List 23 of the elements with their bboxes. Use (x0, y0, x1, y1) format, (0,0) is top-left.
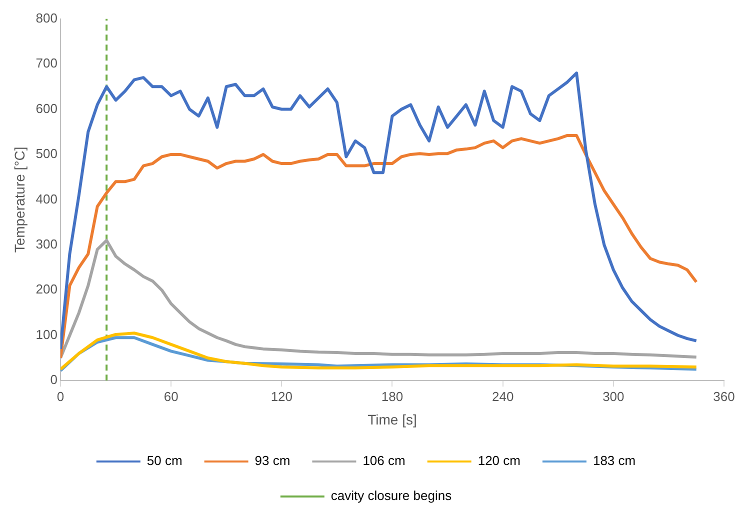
x-tick-label: 180 (381, 388, 404, 404)
x-axis-title: Time [s] (368, 411, 417, 428)
y-tick-label: 800 (36, 10, 58, 26)
x-tick-label: 120 (270, 388, 293, 404)
y-tick-label: 700 (36, 56, 58, 71)
x-tick-label: 360 (713, 388, 735, 404)
x-tick-label: 300 (602, 388, 624, 404)
legend-label: 120 cm (478, 453, 520, 468)
y-tick-label: 400 (36, 191, 58, 206)
legend-label: 93 cm (254, 453, 290, 468)
y-tick-label: 100 (36, 326, 58, 342)
legend-label: cavity closure begins (330, 488, 452, 504)
x-tick-label: 60 (164, 388, 178, 404)
y-tick-label: 200 (36, 282, 58, 297)
y-tick-label: 600 (36, 100, 58, 116)
legend-label: 50 cm (146, 453, 182, 468)
legend-label: 183 cm (592, 453, 636, 468)
y-axis-title: Temperature [°C] (11, 146, 28, 253)
x-tick-label: 240 (492, 388, 514, 404)
y-tick-label: 0 (50, 372, 58, 388)
legend-label: 106 cm (362, 453, 406, 468)
y-tick-label: 300 (36, 236, 58, 252)
y-tick-label: 500 (36, 146, 58, 162)
